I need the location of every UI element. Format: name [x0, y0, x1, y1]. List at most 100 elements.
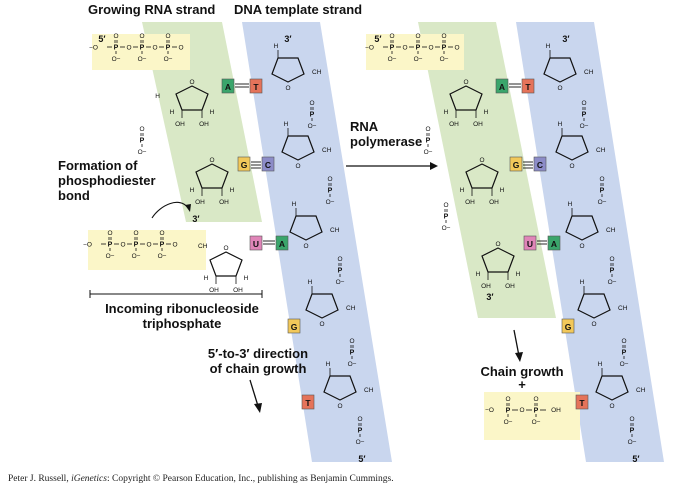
left-dna-sugar-4-ring [305, 293, 339, 319]
incoming-sugar-ring [209, 251, 243, 277]
right-rna-5prime: 5′ [374, 34, 381, 44]
left-dna-sugar-5-ch2: CH [364, 387, 374, 394]
right-dna-phosphate-4-o-bottom: O− [620, 361, 629, 368]
right-dna-sugar-2-ch2: CH [596, 147, 606, 154]
left-rna-sugar-1-c2-group: OH [199, 121, 209, 128]
left-dna-phosphate-2-o-bottom: O− [326, 199, 335, 206]
pyro-phosphate-1-o-top: O [505, 396, 510, 403]
right-top-triphosphate-phosphate-0-p: P [390, 45, 395, 52]
right-rna-sugar-1-ring-o: O [463, 79, 468, 86]
right-dna-base-a-letter: A [551, 239, 557, 249]
polymerase-label-1: RNA [350, 119, 379, 134]
right-top-triphosphate-phosphate-0-o-top: O [389, 33, 394, 40]
left-top-triphosphate-phosphate-1-o-top: O [139, 33, 144, 40]
left-rna-sugar-2-ring [195, 163, 229, 189]
right-rna-base-u-box [523, 235, 537, 251]
left-dna-base-c-box [261, 156, 275, 172]
right-rna-sugar-2-h-left: H [460, 187, 465, 194]
right-rna-phosphate-2-o-top: O [443, 202, 448, 209]
right-dna-sugar-2-ring [555, 135, 589, 161]
left-dna-sugar-4-ring-o: O [319, 321, 324, 328]
incoming-triphosphate-phosphate-2-p: P [160, 242, 165, 249]
right-dna-phosphate-3-o-top: O [609, 256, 614, 263]
right-dna-sugar-1-ring [543, 57, 577, 83]
incoming-triphosphate-phosphate-1-p: P [134, 242, 139, 249]
left-dna-sugar-5-ring-o: O [337, 403, 342, 410]
dna-template-label: DNA template strand [234, 2, 362, 17]
left-rna-sugar-1-h-left: H [170, 109, 175, 116]
left-rna-base-a-box [221, 78, 235, 94]
pyro-bridge-o: O [519, 407, 524, 414]
incoming-sugar-c3-group: OH [209, 287, 219, 294]
right-dna-sugar-3-ch2: CH [606, 227, 616, 234]
left-rna-5prime: 5′ [98, 34, 105, 44]
left-rna-sugar-2-c3-group: OH [195, 199, 205, 206]
left-top-triphosphate-bridge-o-0: O [126, 45, 131, 52]
left-dna-phosphate-2-p: P [328, 188, 333, 195]
left-top-triphosphate-phosphate-0-o-bottom: O− [112, 56, 121, 63]
left-dna-phosphate-4-o-top: O [349, 338, 354, 345]
right-top-triphosphate-bridge-o-0: O [402, 45, 407, 52]
left-dna-sugar-4-h: H [308, 279, 313, 286]
right-dna-5prime: 5′ [632, 454, 639, 464]
right-top-triphosphate-bridge-o-1: O [428, 45, 433, 52]
left-rna-base-g-letter: G [241, 160, 248, 170]
right-top-triphosphate-phosphate-1-o-bottom: O− [414, 56, 423, 63]
pyrophosphate-box [484, 392, 580, 440]
right-dna-sugar-4-ch2: CH [618, 305, 628, 312]
right-dna-base-a-box [547, 235, 561, 251]
dna-strand-band-right [516, 22, 664, 462]
right-dna-phosphate-2-o-bottom: O− [598, 199, 607, 206]
incoming-triphosphate-phosphate-2-o-top: O [159, 230, 164, 237]
right-dna-base-t2-letter: T [579, 398, 585, 408]
left-rna-sugar-2-h-right: H [230, 187, 235, 194]
left-dna-phosphate-4-p: P [350, 350, 355, 357]
pyro-phosphate-1-o-bottom: O− [504, 419, 513, 426]
right-top-triphosphate-phosphate-2-p: P [442, 45, 447, 52]
left-top-triphosphate-phosphate-2-p: P [166, 45, 171, 52]
left-rna-phosphate-1-p: P [140, 138, 145, 145]
pyro-oh: OH [551, 407, 561, 414]
right-dna-phosphate-4-p: P [622, 350, 627, 357]
left-dna-3prime: 3′ [284, 34, 291, 44]
left-dna-sugar-3-ring-o: O [303, 243, 308, 250]
right-rna-sugar-1-h-right: H [484, 109, 489, 116]
left-rna-sugar-2-c2-group: OH [219, 199, 229, 206]
left-dna-sugar-1-ring [271, 57, 305, 83]
right-dna-phosphate-1-p: P [582, 112, 587, 119]
left-top-triphosphate-phosphate-0-p: P [114, 45, 119, 52]
triphosphate-box-incoming [88, 230, 206, 270]
incoming-base-u-box [249, 235, 263, 251]
right-top-triphosphate-phosphate-2-o-bottom: O− [440, 56, 449, 63]
right-top-triphosphate-bridge-o-2: O [454, 45, 459, 52]
left-dna-phosphate-5-o-top: O [357, 416, 362, 423]
bond-formation-arrow-head [185, 204, 191, 212]
right-dna-sugar-4-ring [577, 293, 611, 319]
left-top-triphosphate-bridge-o-2: O [178, 45, 183, 52]
right-rna-phosphate-1-o-top: O [425, 126, 430, 133]
right-dna-base-t-letter: T [525, 82, 531, 92]
left-dna-phosphate-1-p: P [310, 112, 315, 119]
right-rna-sugar-2-ring [465, 163, 499, 189]
right-rna-phosphate-2-o-bottom: O− [442, 225, 451, 232]
left-dna-sugar-5-ring [323, 375, 357, 401]
left-dna-phosphate-3-o-top: O [337, 256, 342, 263]
right-rna-sugar-3-ring-o: O [495, 241, 500, 248]
right-rna-sugar-3-c3-group: OH [481, 283, 491, 290]
left-rna-base-a-letter: A [225, 82, 231, 92]
incoming-base-u-letter: U [253, 239, 259, 249]
credit-title: iGenetics [71, 474, 107, 484]
left-dna-sugar-5-h: H [326, 361, 331, 368]
right-dna-sugar-5-ch2: CH [636, 387, 646, 394]
left-dna-phosphate-3-o-bottom: O− [336, 279, 345, 286]
polymerase-label-2: polymerase [350, 134, 422, 149]
right-rna-phosphate-2-p: P [444, 214, 449, 221]
right-top-triphosphate-phosphate-1-o-top: O [415, 33, 420, 40]
left-dna-base-a-box [275, 235, 289, 251]
right-rna-base-u-letter: U [527, 239, 533, 249]
left-rna-h2c-1: H [155, 93, 160, 100]
right-rna-base-a-letter: A [499, 82, 505, 92]
left-dna-5prime: 5′ [358, 454, 365, 464]
